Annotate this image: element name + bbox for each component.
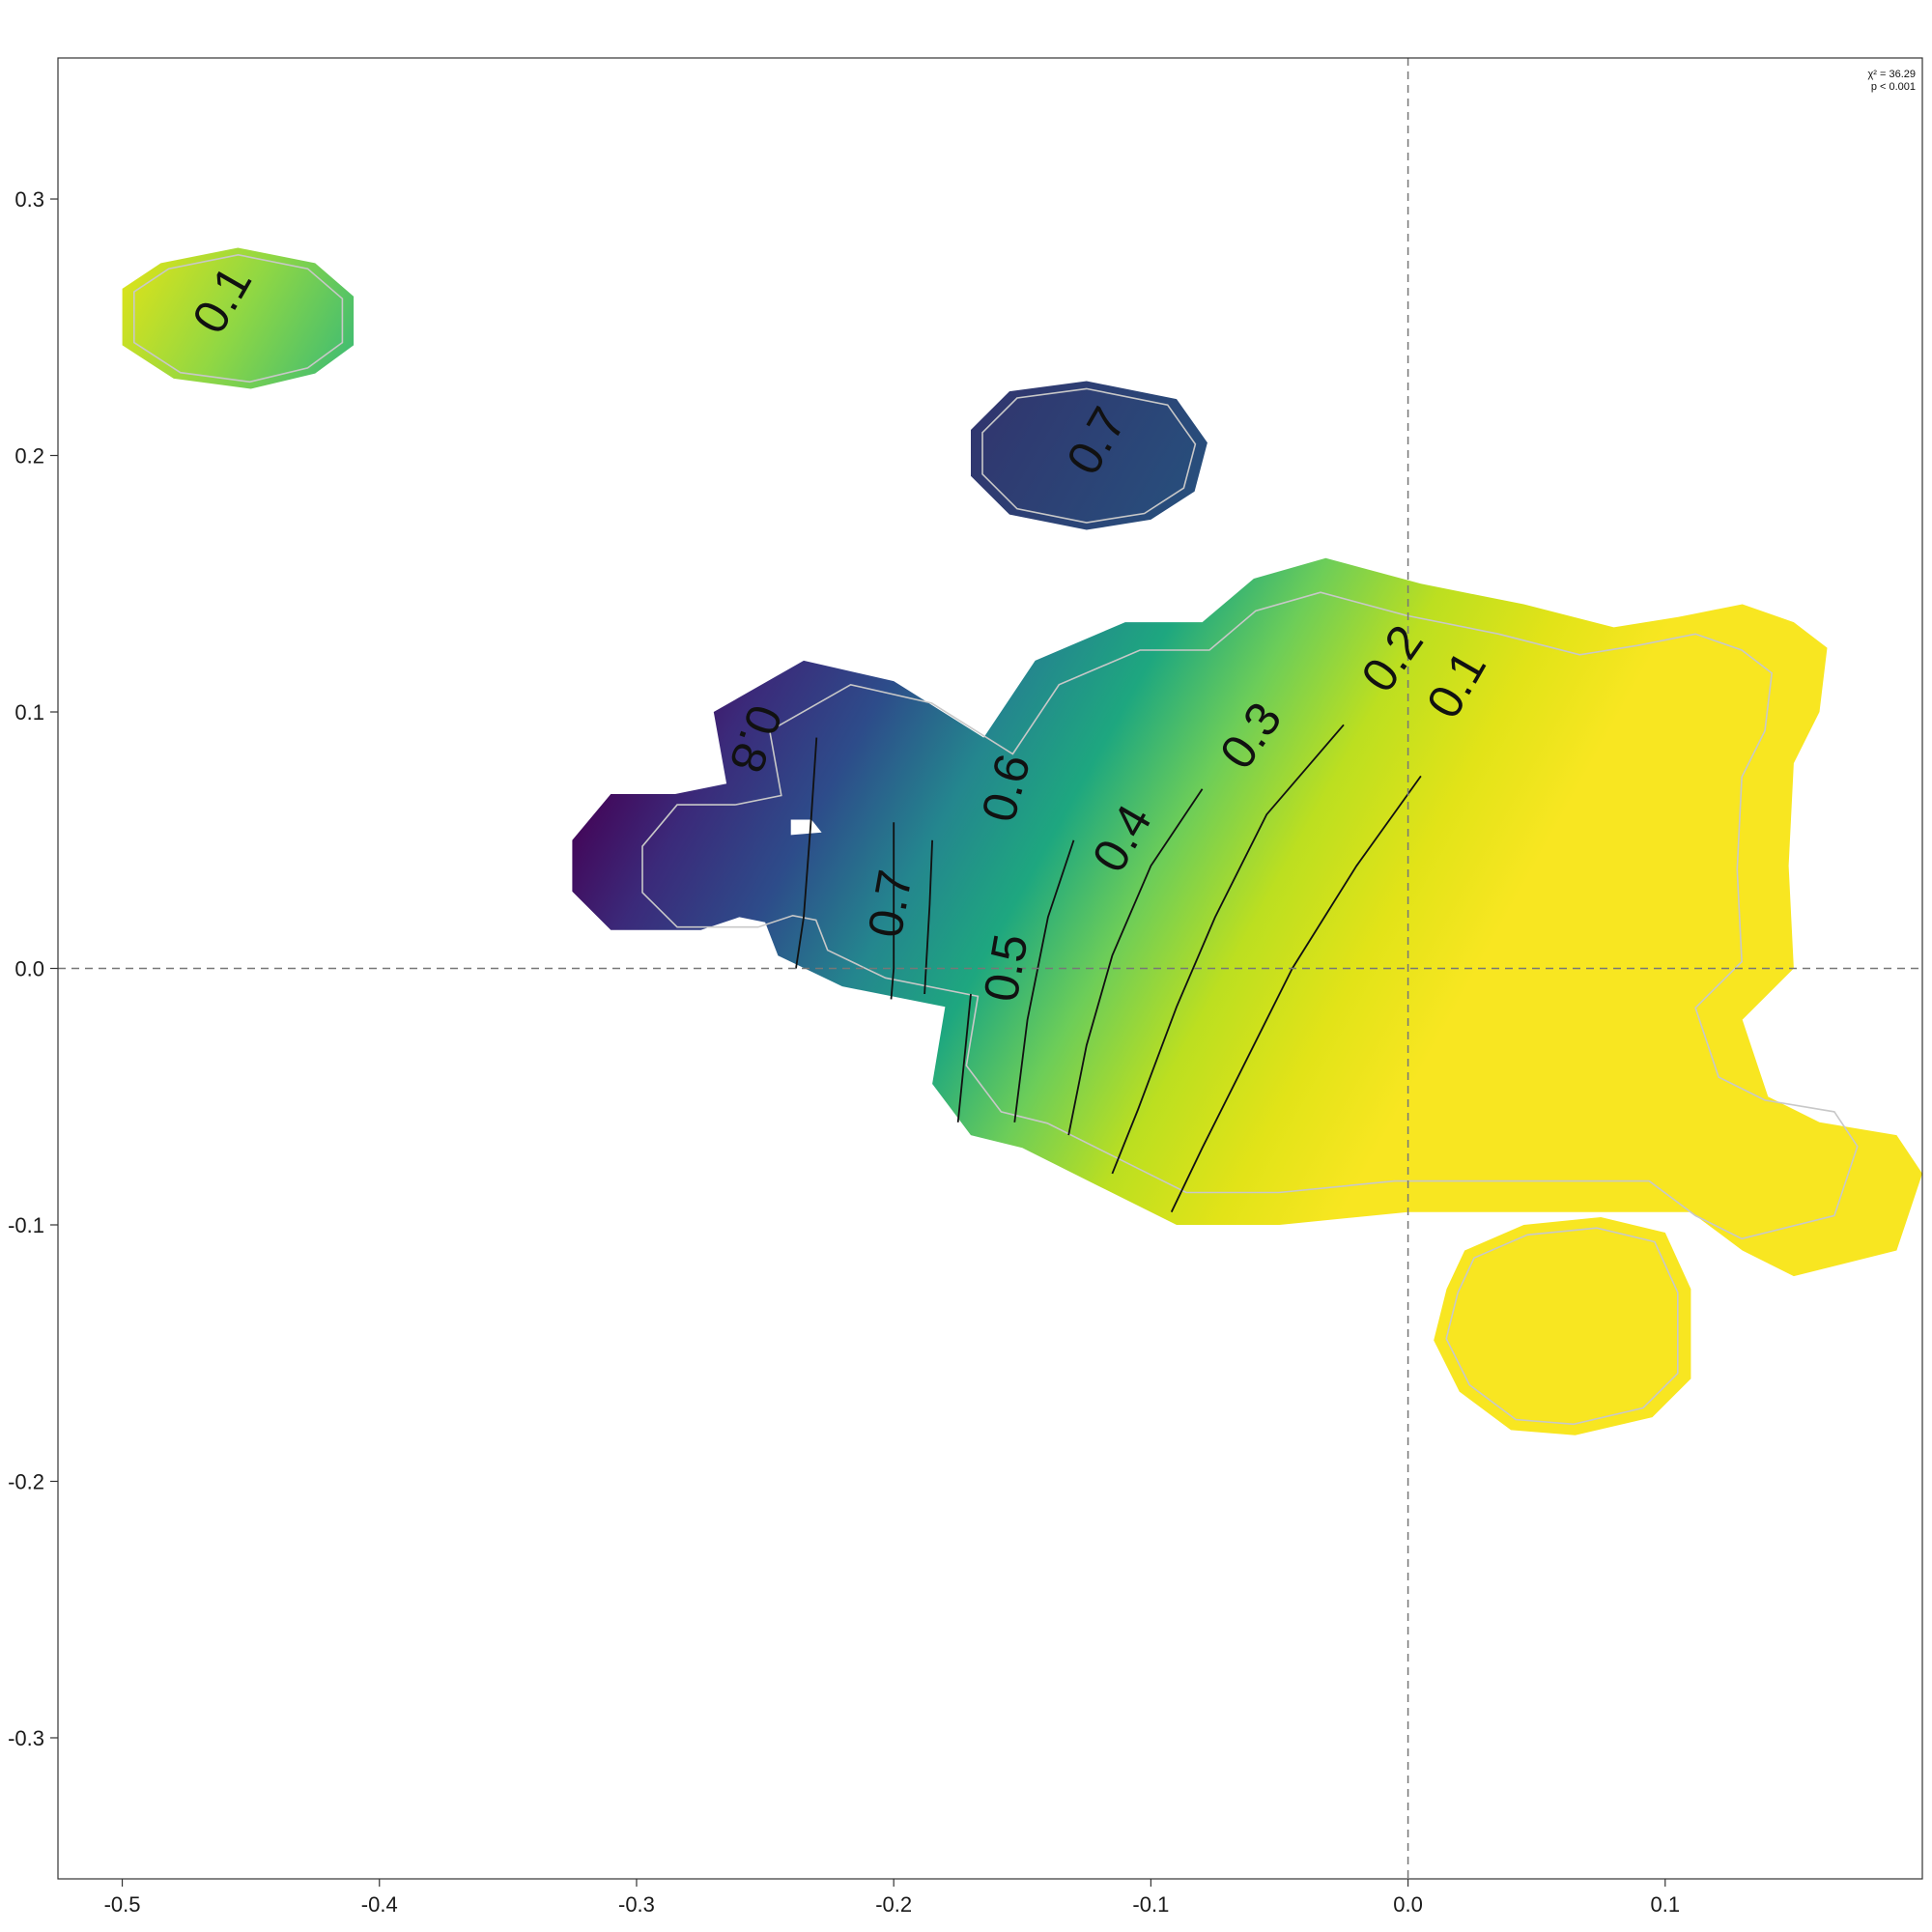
- x-tick-label: -0.2: [875, 1892, 912, 1917]
- x-axis: -0.5 -0.4 -0.3 -0.2 -0.1 0.0 0.1: [104, 1879, 1680, 1917]
- y-tick-label: 0.2: [14, 444, 44, 469]
- x-tick-label: 0.1: [1650, 1892, 1680, 1917]
- chi-square-statistic: χ² = 36.29: [1868, 69, 1917, 80]
- contour-label-0.5: 0.5: [974, 930, 1038, 1006]
- contour-label-0.7: 0.7: [858, 866, 923, 941]
- main-region: [572, 558, 1922, 1276]
- y-tick-label: 0.1: [14, 700, 44, 724]
- y-tick-label: -0.2: [8, 1469, 44, 1493]
- density-regions: [123, 248, 1922, 1435]
- x-tick-label: -0.3: [618, 1892, 655, 1917]
- y-tick-label: 0.0: [14, 957, 44, 981]
- x-tick-label: 0.0: [1393, 1892, 1423, 1917]
- x-tick-label: -0.5: [104, 1892, 141, 1917]
- p-value-statistic: p < 0.001: [1871, 81, 1916, 93]
- y-tick-label: -0.3: [8, 1726, 44, 1750]
- y-tick-label: -0.1: [8, 1213, 44, 1237]
- x-tick-label: -0.4: [361, 1892, 398, 1917]
- lower-right-blob: [1434, 1217, 1690, 1435]
- x-tick-label: -0.1: [1132, 1892, 1169, 1917]
- y-axis: 0.3 0.2 0.1 0.0 -0.1 -0.2 -0.3: [8, 187, 58, 1750]
- y-tick-label: 0.3: [14, 187, 44, 212]
